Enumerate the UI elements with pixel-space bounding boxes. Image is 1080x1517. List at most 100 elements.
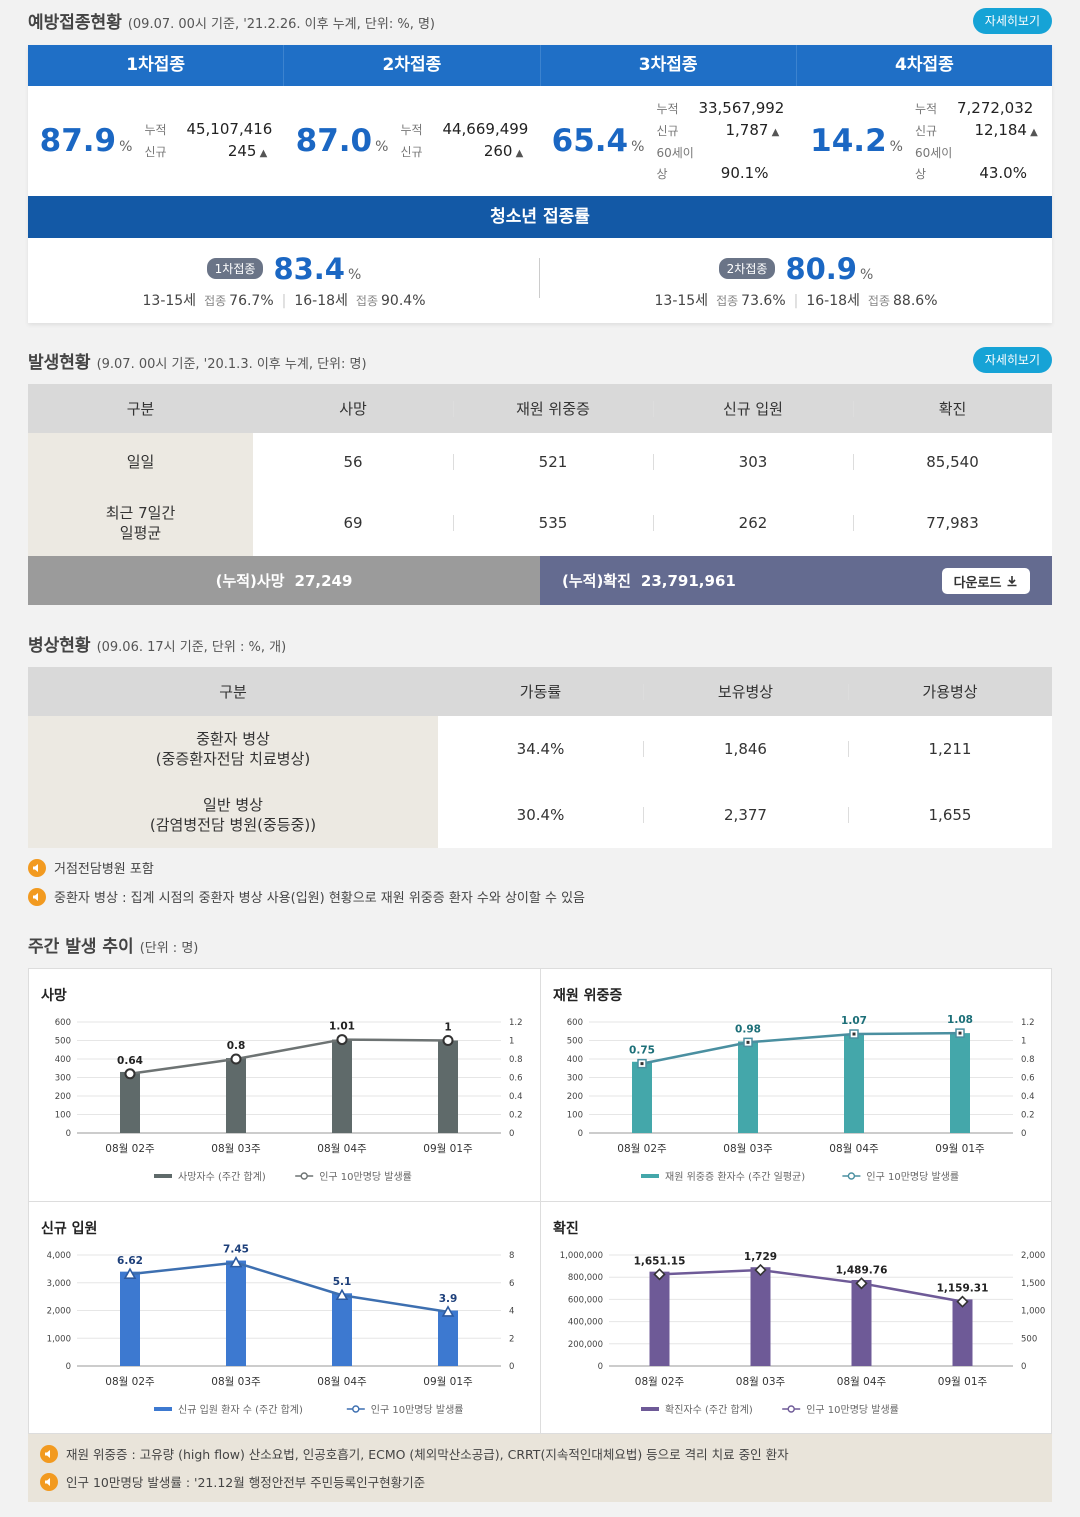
speaker-icon [28, 887, 46, 906]
teen-value-b: 90.4% [381, 292, 426, 309]
beds-note-text: 거점전담병원 포함 [54, 862, 154, 877]
table-cell: 521 [453, 433, 653, 490]
download-label: 다운로드 [953, 575, 1002, 591]
chart-svg: 4,000 3,000 2,000 1,000 0 8 6 4 2 0 08월 02주 08월 03주… [47, 1244, 515, 1416]
teen-rate-value: 80.9 [785, 251, 857, 286]
tab-dose-3[interactable]: 3차접종 [541, 45, 797, 86]
table-cell: 1,655 [848, 782, 1052, 848]
rate-point [336, 1034, 348, 1046]
chart-panel: 600 500 400 300 200 100 0 1.2 1 0.8 0.6 0.4 0.2 0 08월 … [29, 969, 540, 1201]
teen-stats-row: 1차접종 83.4% 13-15세 접종 76.7% | 16-18세 접종 90.4% 2차접종… [28, 238, 1052, 323]
y2-tick-label: 2 [509, 1334, 514, 1344]
teen-label-b: 접종 [867, 293, 891, 308]
data-label: 0.8 [227, 1040, 246, 1052]
chart-bar [738, 1041, 758, 1133]
y2-tick-label: 0.6 [1021, 1074, 1035, 1084]
dose-stat-line: 누적 7,272,032 [915, 98, 1038, 120]
teen-divider [539, 258, 540, 298]
table-header-cell: 확진 [853, 384, 1052, 433]
table-cell: 56 [343, 452, 363, 471]
dose-stat-value: 33,567,992 [698, 98, 785, 117]
legend-line-label: 인구 10만명당 발생률 [371, 1404, 464, 1416]
dose-rate: 65.4% [552, 123, 645, 159]
y2-tick-label: 1.2 [1021, 1018, 1035, 1028]
y2-tick-label: 1.2 [509, 1018, 523, 1028]
legend-line-marker [847, 1172, 856, 1180]
tab-dose-2[interactable]: 2차접종 [284, 45, 541, 86]
dose-stat-value: 245 [227, 141, 257, 160]
teen-dose-pill: 1차접종 [206, 258, 264, 279]
beds-title: 병상현황 [28, 636, 91, 656]
chart-bar [649, 1271, 670, 1366]
table-header-cell: 가동률 [519, 683, 562, 701]
x-tick-label: 09월 01주 [935, 1143, 985, 1155]
cumulative-bar: (누적)사망 27,249 (누적)확진 23,791,961 다운로드 [28, 556, 1052, 605]
data-label: 1,729 [744, 1251, 777, 1263]
download-button[interactable]: 다운로드 [942, 568, 1030, 594]
y2-tick-label: 0 [1021, 1129, 1026, 1139]
table-row-label: 일일 [28, 433, 253, 490]
table-cell: 1,211 [848, 716, 1052, 782]
data-label: 1,489.76 [836, 1264, 888, 1276]
tab-dose-1[interactable]: 1차접종 [28, 45, 285, 86]
y2-tick-label: 0.2 [509, 1111, 523, 1121]
dose-stat-label: 누적 [656, 101, 679, 116]
y-tick-label: 3,000 [47, 1279, 71, 1289]
chart-legend: 확진자수 (주간 합계) 인구 10만명당 발생률 [641, 1404, 899, 1416]
dose-stat-line: 누적 33,567,992 [656, 98, 784, 120]
vaccination-detail-button[interactable]: 자세히보기 [972, 8, 1052, 34]
table-header-cell: 사망 [339, 400, 367, 418]
teen-rate-unit: % [860, 266, 874, 283]
y-tick-label: 800,000 [568, 1273, 603, 1283]
weekly-footnotes: 재원 위중증 : 고유량 (high flow) 산소요법, 인공호흡기, EC… [28, 1434, 1052, 1502]
table-cell: 34.4% [516, 740, 565, 758]
legend-line-marker [352, 1405, 360, 1413]
occurrence-table: 구분 사망 재원 위중증 신규 입원 확진 일일 56 521 303 85,540 최근 7일간 … [28, 384, 1052, 556]
table-header-row: 구분 가동률 보유병상 가용병상 [28, 667, 1052, 716]
table-cell: 85,540 [853, 433, 1052, 490]
dose-rate: 87.0% [296, 123, 389, 159]
up-arrow-icon: ▲ [1026, 126, 1038, 138]
rate-line [659, 1268, 963, 1303]
teen-breakdown: 13-15세 접종 76.7% | 16-18세 접종 90.4% [143, 290, 426, 310]
rate-point [335, 1288, 349, 1301]
dose-stat-label: 누적 [400, 122, 423, 137]
chart-bar [950, 1033, 970, 1133]
table-row-label: 최근 7일간 일평균 [28, 490, 253, 556]
legend-line-label: 인구 10만명당 발생률 [319, 1171, 412, 1183]
chart-bar [332, 1293, 352, 1366]
data-label: 1.07 [841, 1015, 867, 1027]
teen-cell: 2차접종 80.9% 13-15세 접종 73.6% | 16-18세 접종 88.6% [540, 238, 1052, 323]
cumulative-death: (누적)사망 27,249 [28, 556, 540, 605]
dose-stat-line: 신규 245 ▲ [144, 141, 272, 164]
legend-bar-label: 재원 위중증 환자수 (주간 일평균) [665, 1170, 805, 1183]
chart-title: 신규 입원 [41, 1221, 98, 1237]
chart-panel: 1,000,000 800,000 600,000 400,000 200,000 0 2,… [541, 1202, 1052, 1434]
table-header-cell: 구분 [126, 400, 155, 418]
table-cell: 30.4% [516, 806, 565, 824]
occurrence-detail-button[interactable]: 자세히보기 [972, 347, 1052, 373]
speaker-icon [40, 1444, 58, 1463]
teen-breakdown: 13-15세 접종 73.6% | 16-18세 접종 88.6% [655, 290, 938, 310]
dose-stats-row: 87.9% 누적 45,107,416 신규 245 ▲ 87.0% 누적 44,669,49… [28, 86, 1052, 196]
y2-tick-label: 0.4 [509, 1092, 523, 1102]
dose-stat-line: 누적 45,107,416 [144, 119, 272, 141]
y-tick-label: 4,000 [47, 1251, 71, 1261]
tab-dose-4[interactable]: 4차접종 [895, 55, 954, 75]
beds-table: 구분 가동률 보유병상 가용병상 중환자 병상 (중증환자전담 치료병상) 34.4% 1,… [28, 667, 1052, 848]
rate-point-dot [958, 1031, 962, 1035]
chart-divider [29, 1201, 1051, 1202]
cumulative-confirmed-label: (누적)확진 [562, 572, 631, 590]
footnote-2: 인구 10만명당 발생률 : '21.12월 행정안전부 주민등록인구현황기준 [40, 1472, 425, 1491]
chart-title: 재원 위중증 [553, 988, 623, 1004]
dose-stat-label: 60세이상 [656, 145, 694, 181]
x-tick-label: 08월 03주 [211, 1376, 261, 1388]
teen-title: 청소년 접종률 [28, 196, 1052, 238]
teen-age-b: 16-18세 [294, 292, 348, 309]
dose-stat-label: 누적 [914, 101, 938, 116]
table-row-label: 중환자 병상 (중증환자전담 치료병상) [28, 716, 438, 782]
teen-label-a: 접종 [204, 293, 227, 308]
footnote-1: 재원 위중증 : 고유량 (high flow) 산소요법, 인공호흡기, EC… [40, 1444, 789, 1463]
x-tick-label: 08월 03주 [736, 1376, 786, 1388]
dose-stats: 누적 45,107,416 신규 245 ▲ [144, 119, 272, 164]
